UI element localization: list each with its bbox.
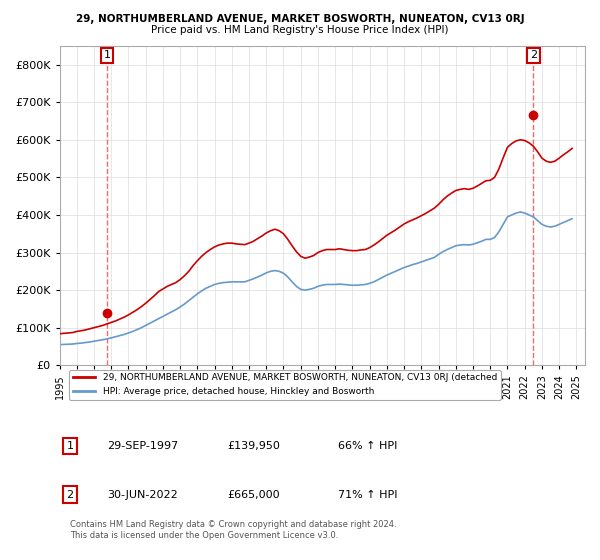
Text: 1: 1 xyxy=(67,441,74,451)
Text: 30-JUN-2022: 30-JUN-2022 xyxy=(107,489,178,500)
Text: £139,950: £139,950 xyxy=(227,441,281,451)
Text: 29-SEP-1997: 29-SEP-1997 xyxy=(107,441,178,451)
Text: Contains HM Land Registry data © Crown copyright and database right 2024.
This d: Contains HM Land Registry data © Crown c… xyxy=(70,520,397,540)
Text: 29, NORTHUMBERLAND AVENUE, MARKET BOSWORTH, NUNEATON, CV13 0RJ: 29, NORTHUMBERLAND AVENUE, MARKET BOSWOR… xyxy=(76,14,524,24)
Text: 1: 1 xyxy=(103,50,110,60)
Text: 2: 2 xyxy=(67,489,74,500)
Text: £665,000: £665,000 xyxy=(227,489,280,500)
Text: 2: 2 xyxy=(530,50,537,60)
Legend: 29, NORTHUMBERLAND AVENUE, MARKET BOSWORTH, NUNEATON, CV13 0RJ (detached, HPI: A: 29, NORTHUMBERLAND AVENUE, MARKET BOSWOR… xyxy=(69,370,500,399)
Text: 66% ↑ HPI: 66% ↑ HPI xyxy=(338,441,397,451)
Text: 71% ↑ HPI: 71% ↑ HPI xyxy=(338,489,398,500)
Text: Price paid vs. HM Land Registry's House Price Index (HPI): Price paid vs. HM Land Registry's House … xyxy=(151,25,449,35)
